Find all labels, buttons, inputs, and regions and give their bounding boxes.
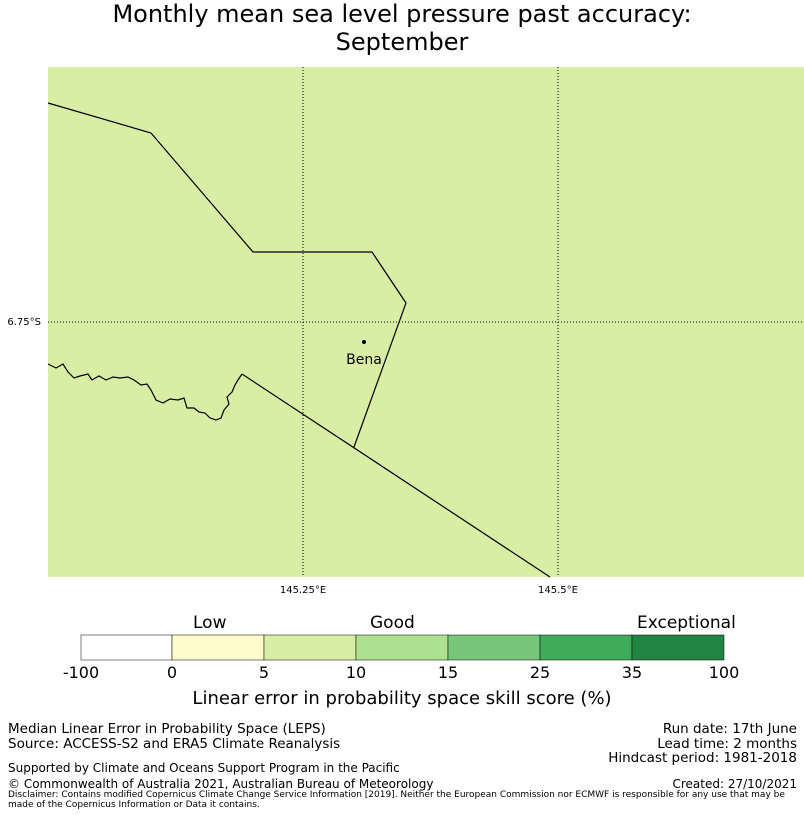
lon-label-1: 145.25°E xyxy=(280,585,326,596)
tick-8: 100 xyxy=(708,663,740,682)
footer-copyright: © Commonwealth of Australia 2021, Austra… xyxy=(8,777,434,791)
footer-run-date: Run date: 17th June xyxy=(662,721,797,737)
chart-title: Monthly mean sea level pressure past acc… xyxy=(0,0,804,56)
tick-2: 0 xyxy=(166,663,178,682)
category-good: Good xyxy=(370,613,415,633)
title-line-1: Monthly mean sea level pressure past acc… xyxy=(112,0,692,28)
colorbar-segment-3 xyxy=(263,634,357,661)
footer-lead-time: Lead time: 2 months xyxy=(657,736,797,752)
title-line-2: September xyxy=(335,28,469,56)
colorbar-segment-7 xyxy=(631,634,725,661)
category-low: Low xyxy=(193,613,227,633)
lat-label: 6.75°S xyxy=(7,317,41,328)
tick-6: 25 xyxy=(529,663,551,682)
tick-5: 15 xyxy=(437,663,459,682)
colorbar xyxy=(80,634,725,661)
tick-1: -100 xyxy=(62,663,100,682)
bena-marker xyxy=(362,340,366,344)
footer-hindcast: Hindcast period: 1981-2018 xyxy=(608,750,797,766)
southern-boundary xyxy=(241,373,551,578)
footer-source: Source: ACCESS-S2 and ERA5 Climate Reana… xyxy=(8,736,341,752)
footer-disclaimer: Disclaimer: Contains modified Copernicus… xyxy=(8,790,785,810)
footer-leps: Median Linear Error in Probability Space… xyxy=(8,721,326,737)
tick-3: 5 xyxy=(258,663,270,682)
lon-label-2: 145.5°E xyxy=(538,585,578,596)
footer-created: Created: 27/10/2021 xyxy=(672,777,797,791)
colorbar-segment-5 xyxy=(447,634,541,661)
colorbar-title: Linear error in probability space skill … xyxy=(192,688,612,709)
colorbar-segment-4 xyxy=(355,634,449,661)
colorbar-segment-2 xyxy=(171,634,265,661)
tick-7: 35 xyxy=(621,663,643,682)
colorbar-segment-6 xyxy=(539,634,633,661)
place-label-bena: Bena xyxy=(346,352,382,368)
river-boundary xyxy=(47,363,243,421)
colorbar-segment-1 xyxy=(80,634,173,661)
footer-support: Supported by Climate and Oceans Support … xyxy=(8,761,400,775)
tick-4: 10 xyxy=(345,663,367,682)
category-exceptional: Exceptional xyxy=(637,613,736,633)
province-boundary xyxy=(47,102,407,448)
